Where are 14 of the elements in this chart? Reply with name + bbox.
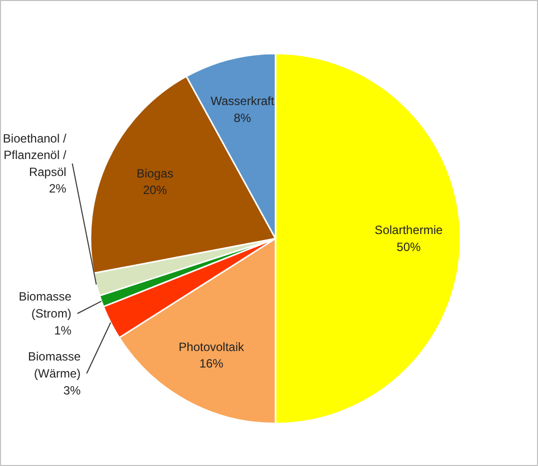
data-label: 1%: [54, 323, 72, 338]
slice-label: Biogas: [136, 166, 174, 180]
slice-label: Bioethanol / Pflanzenöl / Rapsöl: [2, 131, 67, 179]
slice-label: Solarthermie: [374, 223, 444, 238]
data-label: 16%: [199, 356, 224, 371]
slice-label: Biomasse (Strom): [18, 290, 72, 320]
data-label: 3%: [63, 383, 81, 398]
data-label: 8%: [234, 110, 252, 125]
data-label: 20%: [142, 183, 168, 198]
slice-label: Wasserkraft: [210, 94, 275, 108]
data-label: 2%: [48, 182, 67, 196]
slice-label: Biomasse (Wärme): [28, 350, 81, 380]
data-label: 50%: [396, 240, 422, 254]
slice-label: Photovoltaik: [178, 340, 246, 354]
